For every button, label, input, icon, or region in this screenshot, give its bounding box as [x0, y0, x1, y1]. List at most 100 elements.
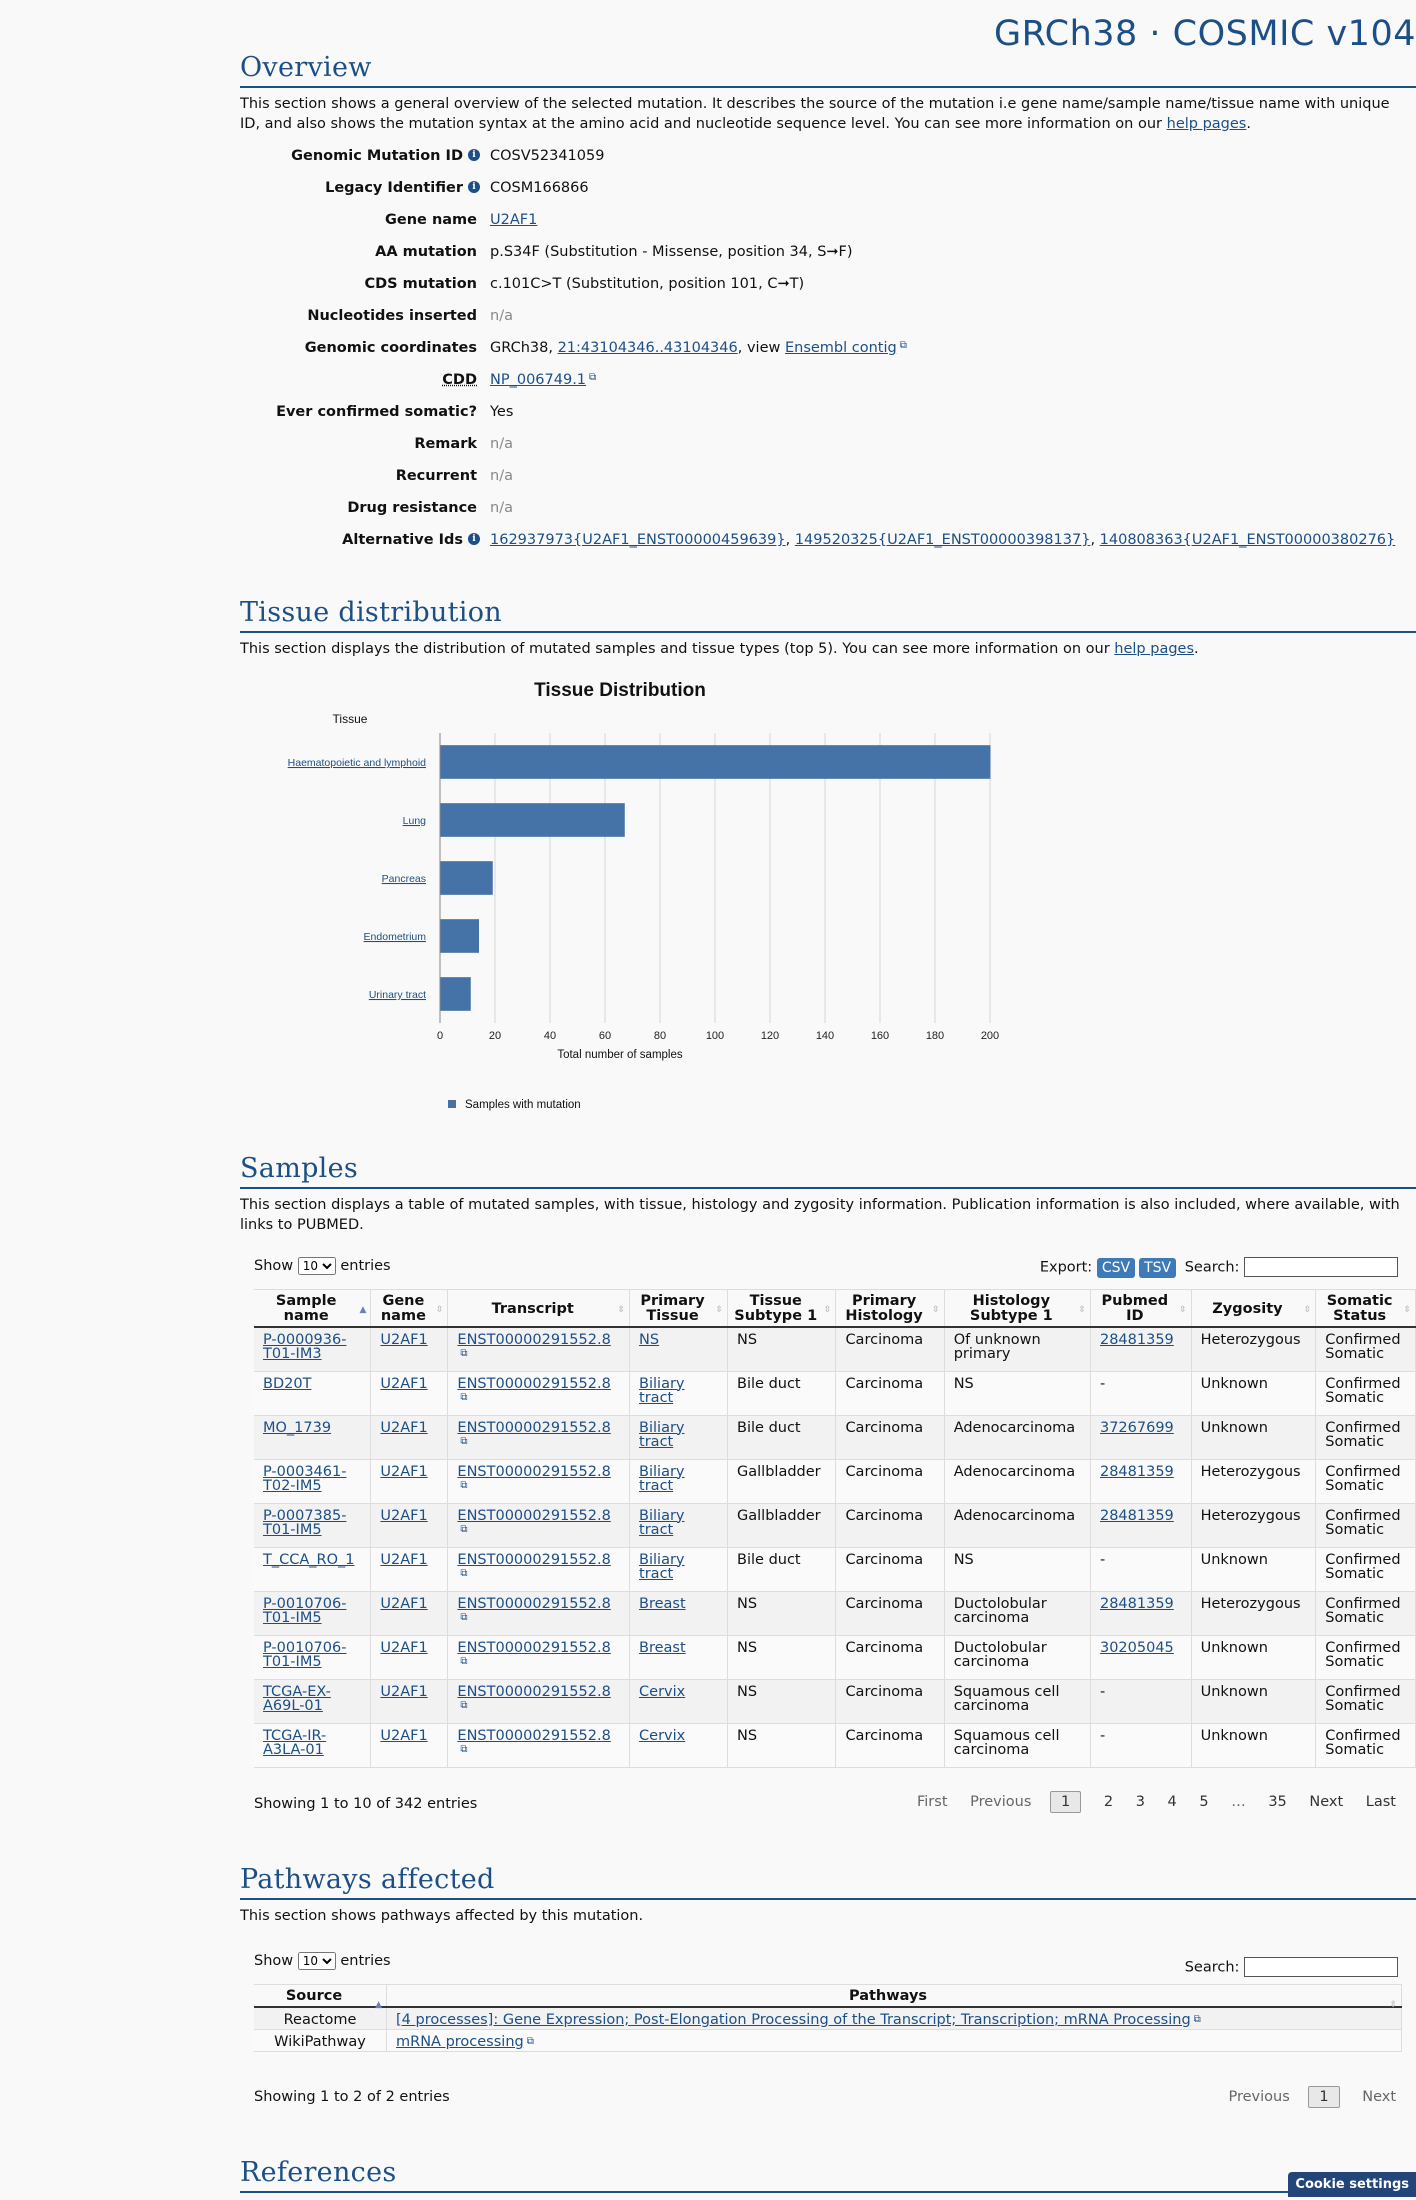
cell-link[interactable]: P-0003461-T02-IM5 [263, 1463, 347, 1494]
samples-page-size-select[interactable]: 10 [297, 1257, 336, 1275]
column-header[interactable]: Gene name ⇳ [370, 1289, 449, 1328]
bar[interactable] [440, 745, 991, 779]
cell-link[interactable]: ENST00000291552.8 [457, 1419, 611, 1436]
column-header[interactable]: Primary Histology ⇳ [835, 1289, 945, 1328]
column-header[interactable]: Pubmed ID ⇳ [1090, 1289, 1192, 1328]
category-label-link[interactable]: Lung [403, 815, 427, 827]
column-header[interactable]: Somatic Status ⇳ [1315, 1289, 1416, 1328]
bar[interactable] [440, 977, 471, 1011]
pager-page[interactable]: 35 [1268, 1794, 1287, 1810]
cell-link[interactable]: U2AF1 [380, 1419, 428, 1436]
pager-first[interactable]: First [916, 1794, 948, 1810]
overview-help-link[interactable]: help pages [1166, 116, 1247, 132]
tissue-help-link[interactable]: help pages [1114, 641, 1195, 657]
cell-link[interactable]: P-0010706-T01-IM5 [263, 1595, 347, 1626]
cdd-link[interactable]: NP_006749.1 [490, 372, 587, 388]
pathway-link[interactable]: [4 processes]: Gene Expression; Post-Elo… [396, 2012, 1191, 2028]
category-label-link[interactable]: Haematopoietic and lymphoid [288, 757, 426, 769]
column-header[interactable]: Zygosity ⇳ [1191, 1289, 1317, 1328]
cell-link[interactable]: ENST00000291552.8 [457, 1551, 611, 1568]
column-header[interactable]: Transcript ⇳ [447, 1289, 631, 1328]
cell-link[interactable]: ENST00000291552.8 [457, 1375, 611, 1392]
pager-last[interactable]: Last [1365, 1794, 1396, 1810]
cell-link[interactable]: ENST00000291552.8 [457, 1332, 611, 1348]
pager-previous[interactable]: Previous [1228, 2089, 1290, 2105]
pager-page[interactable]: 1 [1308, 2086, 1340, 2108]
cell-link[interactable]: 30205045 [1099, 1639, 1174, 1656]
cell-link[interactable]: U2AF1 [380, 1727, 428, 1744]
alt-id-link[interactable]: 140808363{U2AF1_ENST00000380276} [1099, 532, 1396, 548]
column-header[interactable]: Sample name ▲ [254, 1289, 372, 1328]
cell-link[interactable]: Biliary tract [639, 1375, 685, 1406]
cell-link[interactable]: Biliary tract [639, 1419, 685, 1450]
cell-link[interactable]: 28481359 [1099, 1463, 1174, 1480]
cell-link[interactable]: U2AF1 [380, 1639, 428, 1656]
pager-previous[interactable]: Previous [970, 1794, 1032, 1810]
pathway-link[interactable]: mRNA processing [396, 2034, 524, 2050]
bar[interactable] [440, 861, 493, 895]
cell-link[interactable]: TCGA-IR-A3LA-01 [263, 1727, 327, 1758]
cell-link[interactable]: T_CCA_RO_1 [263, 1551, 355, 1568]
cell-link[interactable]: P-0007385-T01-IM5 [263, 1507, 347, 1538]
cell-link[interactable]: ENST00000291552.8 [457, 1639, 611, 1656]
cell-link[interactable]: Breast [639, 1639, 686, 1656]
cell-link[interactable]: Cervix [639, 1727, 686, 1744]
cell-link[interactable]: P-0010706-T01-IM5 [263, 1639, 347, 1670]
ensembl-contig-link[interactable]: Ensembl contig [784, 340, 897, 356]
category-label-link[interactable]: Urinary tract [369, 989, 426, 1001]
cell-link[interactable]: U2AF1 [380, 1683, 428, 1700]
cell-link[interactable]: BD20T [263, 1375, 312, 1392]
pager-next[interactable]: Next [1309, 1794, 1344, 1810]
cell-link[interactable]: NS [639, 1332, 660, 1348]
pathways-page-size-select[interactable]: 10 [297, 1952, 336, 1970]
info-icon[interactable]: i [468, 181, 480, 193]
cell-link[interactable]: U2AF1 [380, 1463, 428, 1480]
info-icon[interactable]: i [468, 149, 480, 161]
cell-link[interactable]: 28481359 [1099, 1507, 1174, 1524]
cell-link[interactable]: Biliary tract [639, 1551, 685, 1582]
column-header[interactable]: Tissue Subtype 1 ⇳ [727, 1289, 837, 1328]
coordinates-link[interactable]: 21:43104346..43104346 [557, 340, 738, 356]
cell-link[interactable]: 37267699 [1099, 1419, 1174, 1436]
col-pathways[interactable]: Pathways ⇳ [386, 1984, 1402, 2010]
cell-link[interactable]: U2AF1 [380, 1332, 428, 1348]
col-source[interactable]: Source ▲ [254, 1984, 387, 2010]
cell-link[interactable]: TCGA-EX-A69L-01 [263, 1683, 331, 1714]
pager-page[interactable]: 4 [1167, 1794, 1177, 1810]
cell-link[interactable]: U2AF1 [380, 1507, 428, 1524]
cell-link[interactable]: P-0000936-T01-IM3 [263, 1332, 347, 1362]
pager-next[interactable]: Next [1362, 2089, 1396, 2105]
alt-id-link[interactable]: 162937973{U2AF1_ENST00000459639} [490, 532, 786, 548]
pager-page[interactable]: 1 [1050, 1791, 1082, 1813]
cell-link[interactable]: Cervix [639, 1683, 686, 1700]
export-csv-button[interactable]: CSV [1096, 1257, 1136, 1278]
cell-link[interactable]: U2AF1 [380, 1595, 428, 1612]
cell-link[interactable]: ENST00000291552.8 [457, 1727, 611, 1744]
cell-link[interactable]: Biliary tract [639, 1507, 685, 1538]
pager-page[interactable]: 5 [1199, 1794, 1209, 1810]
cell-link[interactable]: U2AF1 [380, 1375, 428, 1392]
cell-link[interactable]: ENST00000291552.8 [457, 1507, 611, 1524]
bar[interactable] [440, 919, 480, 953]
cell-link[interactable]: U2AF1 [380, 1551, 428, 1568]
column-header[interactable]: Histology Subtype 1 ⇳ [944, 1289, 1091, 1328]
info-icon[interactable]: i [468, 533, 480, 545]
bar[interactable] [440, 803, 625, 837]
category-label-link[interactable]: Pancreas [382, 873, 426, 885]
cell-link[interactable]: MO_1739 [263, 1419, 332, 1436]
pathways-search-input[interactable] [1244, 1957, 1398, 1977]
cell-link[interactable]: ENST00000291552.8 [457, 1463, 611, 1480]
cookie-settings-button[interactable]: Cookie settings [1288, 2172, 1416, 2197]
category-label-link[interactable]: Endometrium [364, 931, 427, 943]
alt-id-link[interactable]: 149520325{U2AF1_ENST00000398137} [794, 532, 1091, 548]
cell-link[interactable]: ENST00000291552.8 [457, 1683, 611, 1700]
samples-search-input[interactable] [1244, 1257, 1398, 1277]
pager-page[interactable]: 2 [1103, 1794, 1114, 1810]
cell-link[interactable]: ENST00000291552.8 [457, 1595, 611, 1612]
export-tsv-button[interactable]: TSV [1139, 1257, 1177, 1278]
pager-page[interactable]: 3 [1135, 1794, 1145, 1810]
cell-link[interactable]: 28481359 [1099, 1595, 1174, 1612]
cell-link[interactable]: 28481359 [1099, 1332, 1174, 1348]
cell-link[interactable]: Breast [639, 1595, 686, 1612]
gene-name-link[interactable]: U2AF1 [490, 212, 538, 228]
